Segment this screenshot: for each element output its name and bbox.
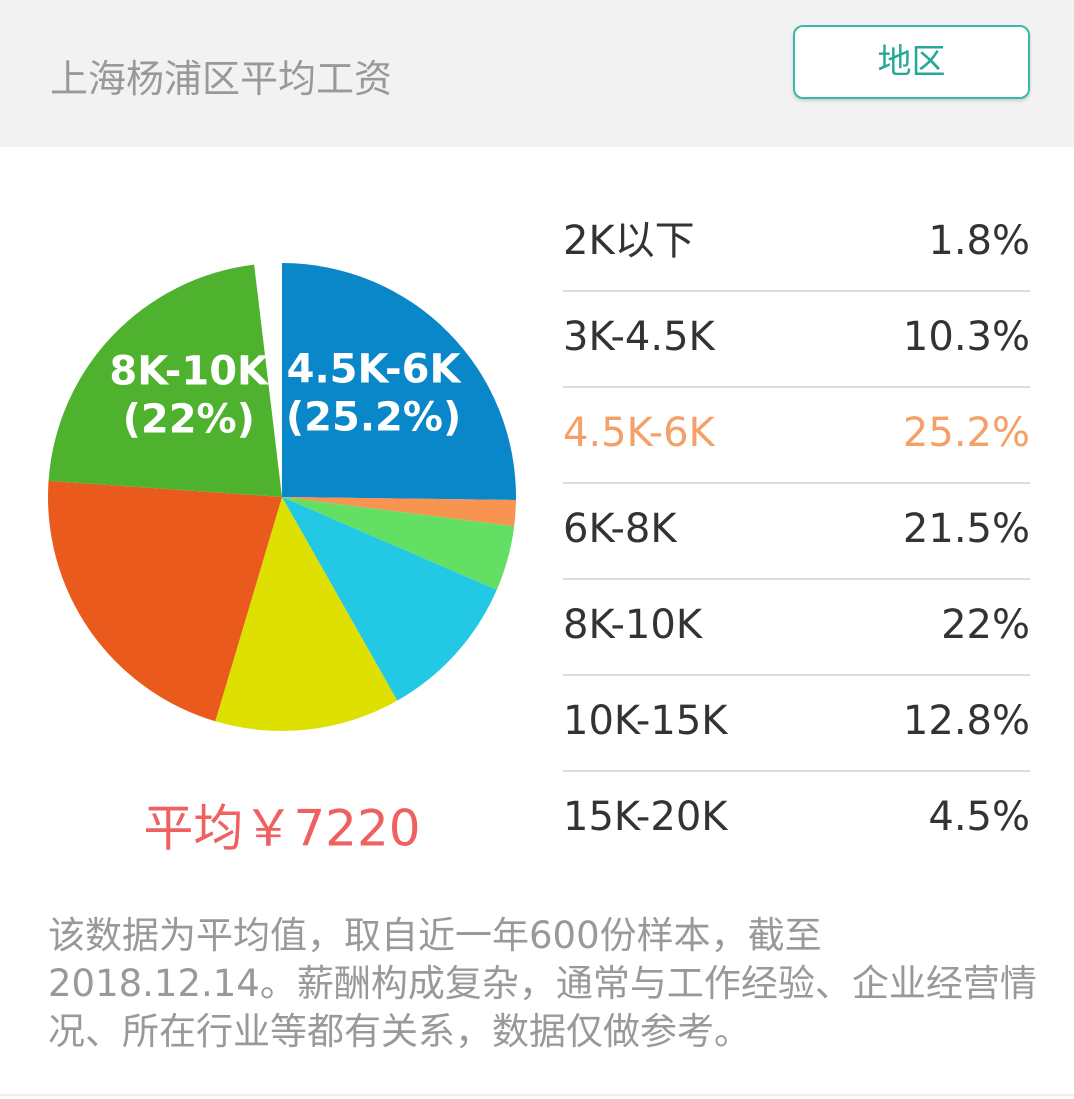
slice-value: (25.2%) [286,395,461,441]
legend-value: 25.2% [903,410,1030,456]
header: 上海杨浦区平均工资 地区 [0,0,1074,147]
legend-category: 15K-20K [563,794,729,840]
slice-value: (22%) [123,396,255,442]
legend-value: 12.8% [903,698,1030,744]
legend-category: 8K-10K [563,602,704,648]
slice-category: 4.5K-6K [287,347,463,393]
legend-value: 4.5% [928,794,1030,840]
slice-label: 4.5K-6K (25.2%) [286,347,463,441]
slice-label: 8K-10K (22%) [109,348,270,442]
pie-slice [48,264,283,497]
region-button[interactable]: 地区 [793,25,1030,99]
legend-value: 10.3% [903,314,1030,360]
legend-value: 21.5% [903,506,1030,552]
pie-slice [282,497,497,701]
pie-slice [282,497,515,590]
pie-slice [47,480,283,722]
pie-slice [215,497,398,732]
pie-slice [282,263,516,500]
legend-value: 1.8% [928,218,1030,264]
average: 平均￥7220 [143,800,420,858]
legend-category: 4.5K-6K [563,410,717,456]
legend-category: 6K-8K [563,506,678,552]
legend-value: 22% [941,602,1030,648]
legend-category: 2K以下 [563,218,695,264]
legend-category: 10K-15K [563,698,729,744]
header-title: 上海杨浦区平均工资 [50,57,393,101]
divider [0,1094,1074,1096]
footnote: 该数据为平均值，取自近一年600份样本，截至2018.12.14。薪酬构成复杂，… [48,914,1037,1053]
slice-category: 8K-10K [109,348,270,394]
legend-category: 3K-4.5K [563,314,717,360]
pie-slice [282,497,516,527]
